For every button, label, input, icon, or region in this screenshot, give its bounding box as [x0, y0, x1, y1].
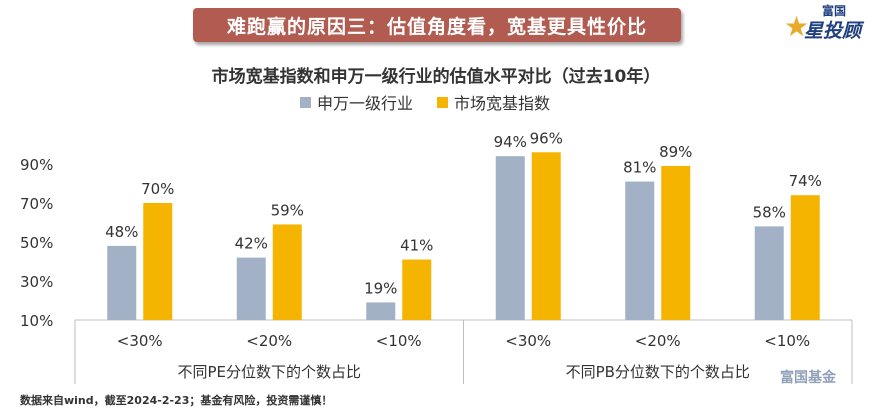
legend-label-series2: 市场宽基指数	[454, 94, 551, 113]
data-label-series2: 89%	[659, 143, 692, 161]
data-label-series1: 81%	[623, 159, 656, 177]
chart-legend: 申万一级行业 市场宽基指数	[300, 90, 550, 114]
legend-item-series2: 市场宽基指数	[437, 90, 550, 114]
y-tick-label: 50%	[20, 234, 53, 252]
banner-text: 难跑赢的原因三：估值角度看，宽基更具性价比	[226, 15, 647, 38]
watermark-text: 富国基金	[780, 370, 836, 386]
data-label-series1: 58%	[753, 203, 786, 221]
y-tick-label: 30%	[20, 273, 53, 291]
x-tick-label: <30%	[117, 332, 163, 350]
bar-series2	[531, 152, 561, 320]
bar-series2	[402, 259, 432, 320]
data-label-series1: 42%	[235, 235, 268, 253]
star-icon: ★	[784, 10, 810, 43]
legend-item-series1: 申万一级行业	[300, 90, 413, 114]
y-tick-label: 70%	[20, 195, 53, 213]
x-tick-label: <20%	[246, 332, 292, 350]
data-label-series1: 94%	[494, 133, 527, 151]
bar-series1	[754, 226, 784, 320]
chart-title: 市场宽基指数和申万一级行业的估值水平对比（过去10年）	[211, 67, 661, 87]
footnote: 数据来自wind，截至2024-2-23；基金有风险，投资需谨慎！	[20, 394, 333, 407]
y-tick-label: 90%	[20, 156, 53, 174]
logo-line2: 星投顾	[804, 20, 862, 42]
bar-series2	[661, 165, 691, 320]
data-label-series1: 48%	[105, 223, 138, 241]
logo-line1: 富国	[822, 4, 847, 18]
bar-series2	[143, 203, 173, 320]
legend-swatch-series2	[437, 96, 449, 108]
bar-series1	[625, 181, 655, 320]
data-label-series2: 59%	[271, 201, 304, 219]
legend-label-series1: 申万一级行业	[317, 94, 414, 113]
bar-series2	[790, 195, 820, 320]
data-label-series2: 74%	[789, 172, 822, 190]
bar-series2	[272, 224, 302, 320]
x-tick-label: <10%	[376, 332, 422, 350]
bar-series1	[107, 245, 137, 320]
data-label-series2: 41%	[400, 237, 433, 255]
x-tick-label: <20%	[635, 332, 681, 350]
data-label-series2: 70%	[141, 180, 174, 198]
legend-swatch-series1	[300, 96, 311, 108]
group-label: 不同PB分位数下的个数占比	[566, 363, 750, 381]
banner: 难跑赢的原因三：估值角度看，宽基更具性价比	[193, 8, 681, 42]
bar-series1	[236, 257, 266, 320]
y-tick-label: 10%	[20, 312, 53, 330]
x-tick-label: <30%	[505, 332, 551, 350]
data-label-series1: 19%	[364, 279, 397, 297]
bar-series1	[495, 156, 525, 320]
data-label-series2: 96%	[530, 129, 563, 147]
bar-series1	[366, 302, 396, 320]
group-label: 不同PE分位数下的个数占比	[177, 363, 361, 381]
x-tick-label: <10%	[764, 332, 810, 350]
brand-logo: ★ 富国 星投顾	[764, 2, 864, 44]
